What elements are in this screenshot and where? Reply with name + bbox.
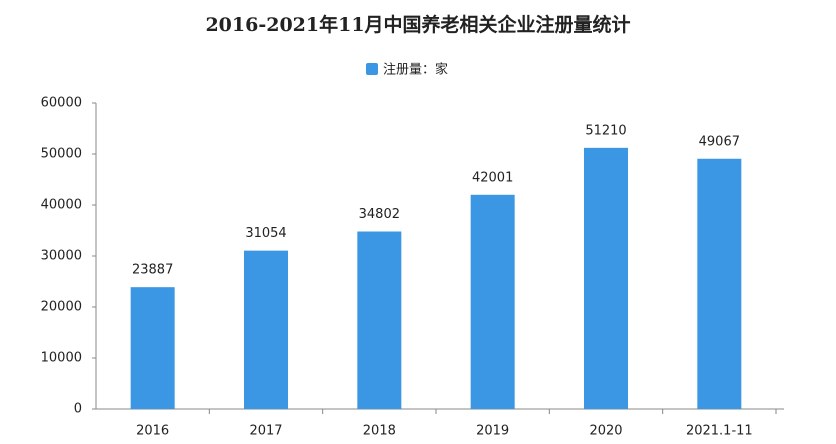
bar [357,231,402,409]
x-tick-label: 2019 [476,424,509,439]
y-tick-label: 50000 [41,147,82,162]
value-label: 51210 [585,123,626,138]
y-tick-label: 0 [74,402,82,417]
value-label: 42001 [472,170,513,185]
x-tick-label: 2018 [363,424,396,439]
x-tick-label: 2017 [249,424,282,439]
bar [697,158,742,409]
x-tick-label: 2016 [136,424,169,439]
chart-title: 2016-2021年11月中国养老相关企业注册量统计 [205,13,630,36]
value-label: 49067 [699,134,740,149]
x-tick-label: 2020 [589,424,622,439]
legend-label: 注册量：家 [383,62,448,78]
legend-swatch [366,63,378,75]
value-label: 31054 [245,226,286,241]
bar [130,287,175,409]
bar [244,250,288,409]
bar [470,194,515,409]
y-tick-label: 60000 [41,96,82,111]
y-tick-label: 20000 [41,300,82,315]
y-tick-label: 40000 [41,198,82,213]
y-tick-label: 30000 [41,249,82,264]
x-tick-label: 2021.1-11 [686,424,753,439]
value-label: 23887 [132,263,173,278]
bar [584,147,628,410]
y-tick-label: 10000 [41,351,82,366]
value-label: 34802 [359,207,400,222]
